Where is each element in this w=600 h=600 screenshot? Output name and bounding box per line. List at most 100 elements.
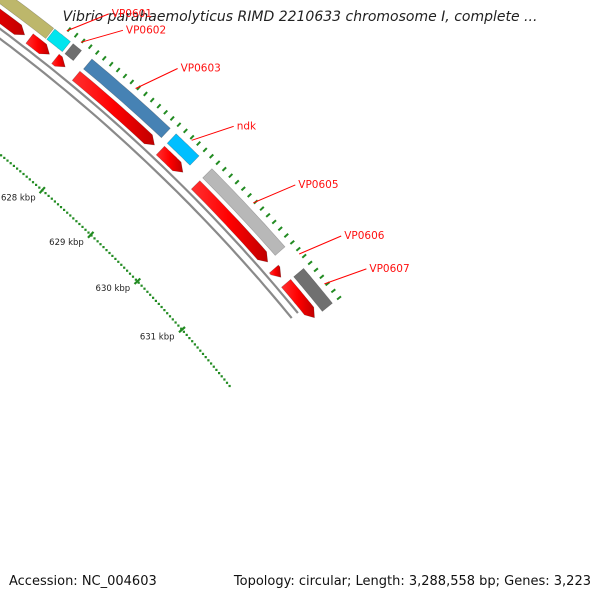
scale-dot (215, 368, 218, 371)
cds-arrow (281, 278, 315, 319)
outer-tick (115, 67, 121, 73)
cds-arrow (51, 53, 66, 68)
scale-dot (69, 214, 72, 217)
cds-arrow (155, 145, 184, 173)
scale-dot (131, 275, 135, 278)
scale-dot (171, 318, 174, 321)
scale-dot (12, 164, 15, 167)
outer-tick (149, 97, 155, 103)
gene-leader-line (135, 68, 178, 89)
outer-tick (87, 44, 93, 50)
scale-dot (111, 254, 114, 257)
cds-arrow (0, 8, 26, 36)
gene-label-ndk: ndk (237, 120, 257, 132)
scale-dot (182, 330, 185, 333)
outer-tick (259, 206, 265, 212)
outer-tick (247, 192, 252, 198)
scale-dot (120, 263, 123, 266)
scale-dot (47, 194, 50, 197)
outer-tick (156, 103, 162, 109)
scale-dot (117, 260, 120, 263)
scale-dot (143, 287, 146, 290)
scale-dot (225, 381, 229, 384)
scale-dot (114, 257, 117, 260)
scale-tick-major (178, 326, 186, 334)
scale-dot (199, 349, 202, 352)
outer-tick (196, 141, 202, 146)
scale-dot (193, 343, 196, 346)
gene-block-VP0605 (202, 168, 286, 256)
scale-dot (204, 356, 207, 359)
outer-tick (202, 147, 208, 153)
scale-dot (28, 178, 31, 181)
outer-tick (143, 91, 148, 97)
gene-block-VP0607 (293, 267, 333, 312)
outer-tick (330, 288, 336, 294)
scale-tick-major (38, 186, 46, 194)
scale-dot (137, 281, 140, 284)
outer-tick (240, 186, 246, 192)
outer-tick (122, 73, 128, 79)
backbone-line (0, 32, 296, 317)
scale-dot (180, 327, 183, 330)
scale-dot (149, 293, 152, 296)
outer-tick (129, 79, 135, 85)
gene-label-vp0602: VP0602 (126, 24, 166, 36)
scale-label: 629 kbp (49, 238, 84, 248)
scale-dot (78, 222, 81, 226)
scale-dot (201, 352, 205, 355)
gene-track (0, 0, 333, 312)
scale-label: 630 kbp (96, 284, 131, 294)
scale-dot (9, 162, 12, 165)
scale-tick-major (133, 277, 142, 285)
outer-tick (234, 179, 240, 185)
gene-block-ndk (166, 133, 200, 166)
cds-arrow (71, 70, 155, 146)
outer-tick (163, 109, 169, 115)
scale-dot (210, 362, 213, 365)
scale-dot (223, 378, 226, 381)
scale-dot (128, 272, 132, 275)
scale-dot (96, 240, 99, 243)
outer-tick (73, 32, 79, 38)
outer-tick (108, 61, 114, 67)
gene-block-hscA (0, 0, 55, 39)
scale-dot (16, 167, 19, 170)
scale-label: 631 kbp (140, 332, 175, 342)
gene-block-VP0603 (83, 58, 171, 139)
scale-dot (140, 284, 143, 287)
backbone-line (0, 37, 293, 319)
scale-dot (44, 192, 47, 195)
gene-leader-line (66, 13, 109, 32)
outer-tick (189, 134, 195, 140)
scale-dot (63, 208, 66, 211)
scale-dot (72, 217, 75, 220)
scale-dot (99, 243, 102, 246)
scale-dot (102, 246, 105, 249)
scale-dot (174, 321, 177, 324)
outer-tick (176, 122, 182, 128)
outer-tick (101, 55, 107, 61)
scale-dot (3, 156, 6, 159)
scale-dot (212, 365, 215, 368)
scale-dot (87, 231, 90, 234)
scale-dot (228, 384, 231, 388)
outer-tick (289, 239, 295, 245)
scale-tick-major (87, 231, 95, 239)
scale-dot (22, 172, 25, 176)
scale-dot (177, 324, 180, 327)
cds-arrow (25, 33, 50, 55)
scale-dot (146, 290, 149, 293)
outer-tick (313, 267, 319, 273)
backbone-line (0, 27, 299, 314)
outer-tick (319, 274, 325, 280)
cds-arrow (268, 264, 282, 278)
scale-dot (185, 333, 188, 336)
scale-dot (56, 203, 60, 206)
scale-dot (168, 315, 172, 318)
scale-dot (35, 183, 38, 186)
outer-tick (265, 212, 271, 218)
scale-dot (134, 278, 137, 281)
